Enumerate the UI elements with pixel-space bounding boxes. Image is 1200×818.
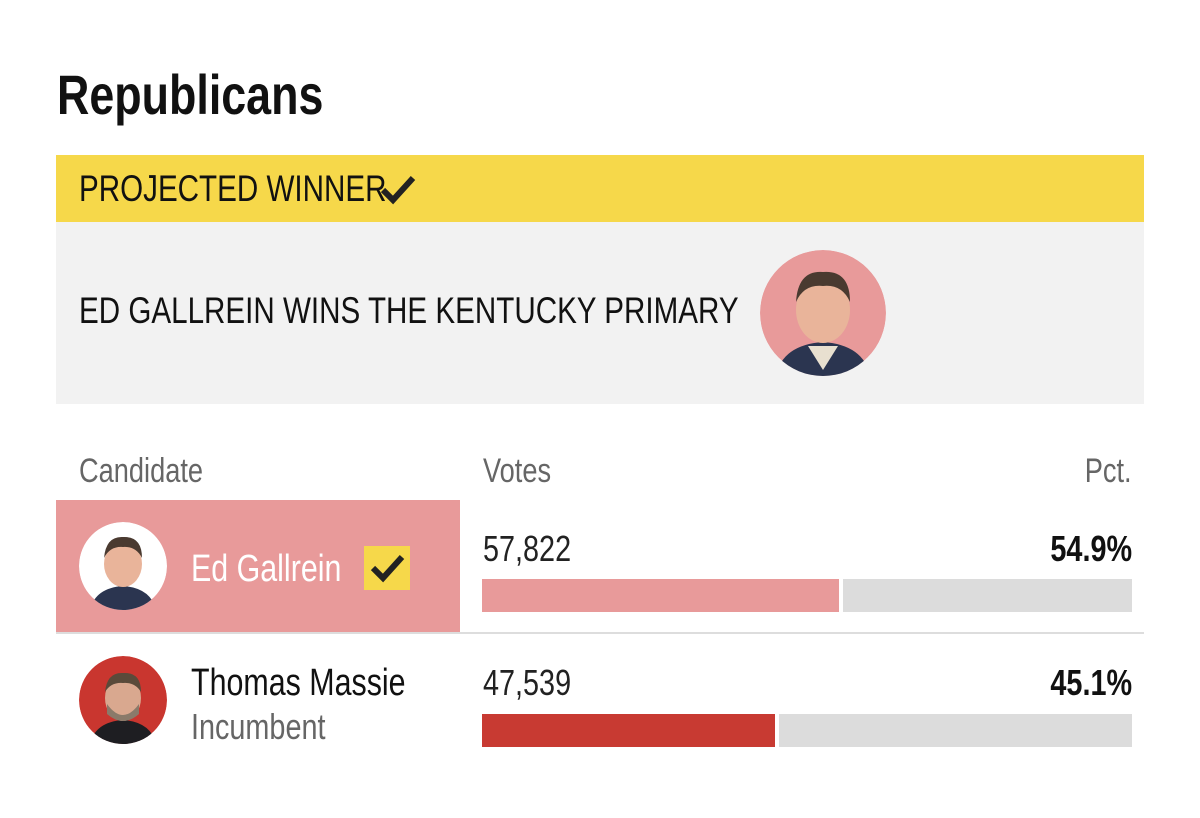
- column-header: Votes: [483, 452, 568, 491]
- votes: 47,539: [483, 662, 593, 704]
- column-header: Pct.: [1073, 452, 1132, 491]
- pct: 54.9%: [1030, 528, 1132, 570]
- title-text: Republicans: [57, 63, 324, 126]
- bar-track: [482, 714, 1132, 747]
- candidate-name-text: Thomas Massie: [191, 662, 406, 704]
- pct-text: 54.9%: [1050, 528, 1132, 569]
- candidate-photo: [79, 656, 167, 744]
- votes-text: 57,822: [483, 528, 572, 569]
- candidate-name-text: Ed Gallrein: [191, 548, 342, 590]
- column-header-text: Pct.: [1085, 452, 1132, 490]
- headline: ED GALLREIN WINS THE KENTUCKY PRIMARY: [79, 290, 903, 332]
- vote-bar: [482, 714, 780, 747]
- winner-banner: [56, 155, 1144, 222]
- banner-label: PROJECTED WINNER: [79, 168, 463, 210]
- candidate-photo: [79, 522, 167, 610]
- headline-box: [56, 222, 1144, 404]
- column-header-text: Votes: [483, 452, 552, 490]
- winner-check: [364, 546, 410, 590]
- headline-text: ED GALLREIN WINS THE KENTUCKY PRIMARY: [79, 290, 739, 331]
- winner-photo: [760, 250, 886, 376]
- title: Republicans: [57, 62, 390, 127]
- candidate-note: Incumbent: [191, 706, 359, 748]
- pct-text: 45.1%: [1050, 662, 1132, 703]
- column-header: Candidate: [79, 452, 234, 491]
- candidate-name: Ed Gallrein: [191, 548, 379, 591]
- column-header-text: Candidate: [79, 452, 204, 490]
- votes: 57,822: [483, 528, 593, 570]
- banner-label-text: PROJECTED WINNER: [79, 168, 387, 209]
- check-icon: [380, 175, 416, 205]
- divider: [56, 632, 1144, 634]
- vote-bar: [482, 579, 843, 612]
- candidate-name: Thomas Massie: [191, 662, 459, 705]
- candidate-note-text: Incumbent: [191, 706, 326, 747]
- bar-track: [482, 579, 1132, 612]
- votes-text: 47,539: [483, 662, 572, 703]
- pct: 45.1%: [1030, 662, 1132, 704]
